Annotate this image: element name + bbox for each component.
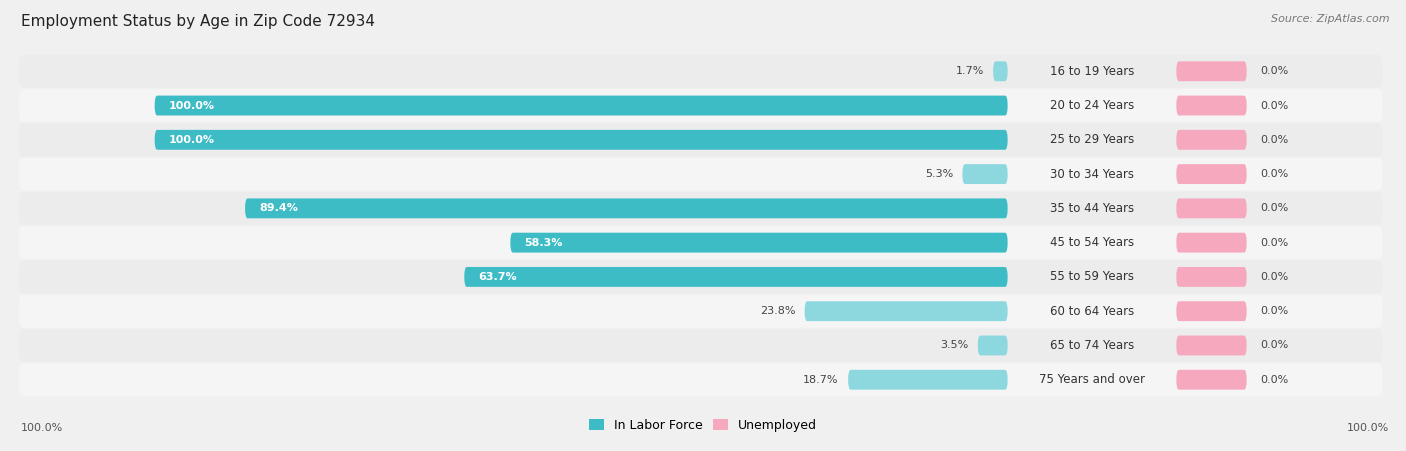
Text: 58.3%: 58.3% [524,238,562,248]
Text: 45 to 54 Years: 45 to 54 Years [1050,236,1135,249]
Text: 0.0%: 0.0% [1261,101,1289,110]
Text: 18.7%: 18.7% [803,375,839,385]
Text: 20 to 24 Years: 20 to 24 Years [1050,99,1135,112]
FancyBboxPatch shape [18,329,1382,362]
FancyBboxPatch shape [18,226,1382,259]
Text: Employment Status by Age in Zip Code 72934: Employment Status by Age in Zip Code 729… [21,14,375,28]
FancyBboxPatch shape [1177,96,1247,115]
Legend: In Labor Force, Unemployed: In Labor Force, Unemployed [589,419,817,432]
Text: 100.0%: 100.0% [1347,423,1389,433]
FancyBboxPatch shape [977,336,1008,355]
FancyBboxPatch shape [18,261,1382,293]
FancyBboxPatch shape [1177,61,1247,81]
Text: 60 to 64 Years: 60 to 64 Years [1050,305,1135,318]
FancyBboxPatch shape [18,124,1382,156]
FancyBboxPatch shape [18,55,1382,87]
Text: 23.8%: 23.8% [759,306,796,316]
FancyBboxPatch shape [1177,267,1247,287]
FancyBboxPatch shape [464,267,1008,287]
FancyBboxPatch shape [993,61,1008,81]
FancyBboxPatch shape [18,192,1382,225]
Text: 0.0%: 0.0% [1261,203,1289,213]
FancyBboxPatch shape [1177,233,1247,253]
FancyBboxPatch shape [1177,336,1247,355]
FancyBboxPatch shape [1177,301,1247,321]
FancyBboxPatch shape [1177,130,1247,150]
Text: 0.0%: 0.0% [1261,135,1289,145]
Text: 100.0%: 100.0% [21,423,63,433]
Text: 3.5%: 3.5% [941,341,969,350]
Text: 0.0%: 0.0% [1261,375,1289,385]
Text: 100.0%: 100.0% [169,101,215,110]
FancyBboxPatch shape [18,295,1382,327]
FancyBboxPatch shape [18,89,1382,122]
FancyBboxPatch shape [1177,164,1247,184]
Text: 0.0%: 0.0% [1261,272,1289,282]
Text: 1.7%: 1.7% [956,66,984,76]
Text: 35 to 44 Years: 35 to 44 Years [1050,202,1135,215]
FancyBboxPatch shape [155,96,1008,115]
FancyBboxPatch shape [155,130,1008,150]
Text: 25 to 29 Years: 25 to 29 Years [1050,133,1135,146]
FancyBboxPatch shape [1177,370,1247,390]
FancyBboxPatch shape [245,198,1008,218]
FancyBboxPatch shape [18,364,1382,396]
FancyBboxPatch shape [848,370,1008,390]
FancyBboxPatch shape [1177,198,1247,218]
Text: 30 to 34 Years: 30 to 34 Years [1050,168,1135,180]
Text: 0.0%: 0.0% [1261,341,1289,350]
Text: Source: ZipAtlas.com: Source: ZipAtlas.com [1271,14,1389,23]
Text: 0.0%: 0.0% [1261,169,1289,179]
Text: 5.3%: 5.3% [925,169,953,179]
Text: 65 to 74 Years: 65 to 74 Years [1050,339,1135,352]
FancyBboxPatch shape [804,301,1008,321]
Text: 89.4%: 89.4% [259,203,298,213]
Text: 0.0%: 0.0% [1261,66,1289,76]
FancyBboxPatch shape [18,158,1382,190]
Text: 100.0%: 100.0% [169,135,215,145]
FancyBboxPatch shape [510,233,1008,253]
Text: 55 to 59 Years: 55 to 59 Years [1050,271,1135,283]
Text: 16 to 19 Years: 16 to 19 Years [1050,65,1135,78]
Text: 63.7%: 63.7% [478,272,517,282]
Text: 0.0%: 0.0% [1261,238,1289,248]
FancyBboxPatch shape [963,164,1008,184]
Text: 75 Years and over: 75 Years and over [1039,373,1144,386]
Text: 0.0%: 0.0% [1261,306,1289,316]
